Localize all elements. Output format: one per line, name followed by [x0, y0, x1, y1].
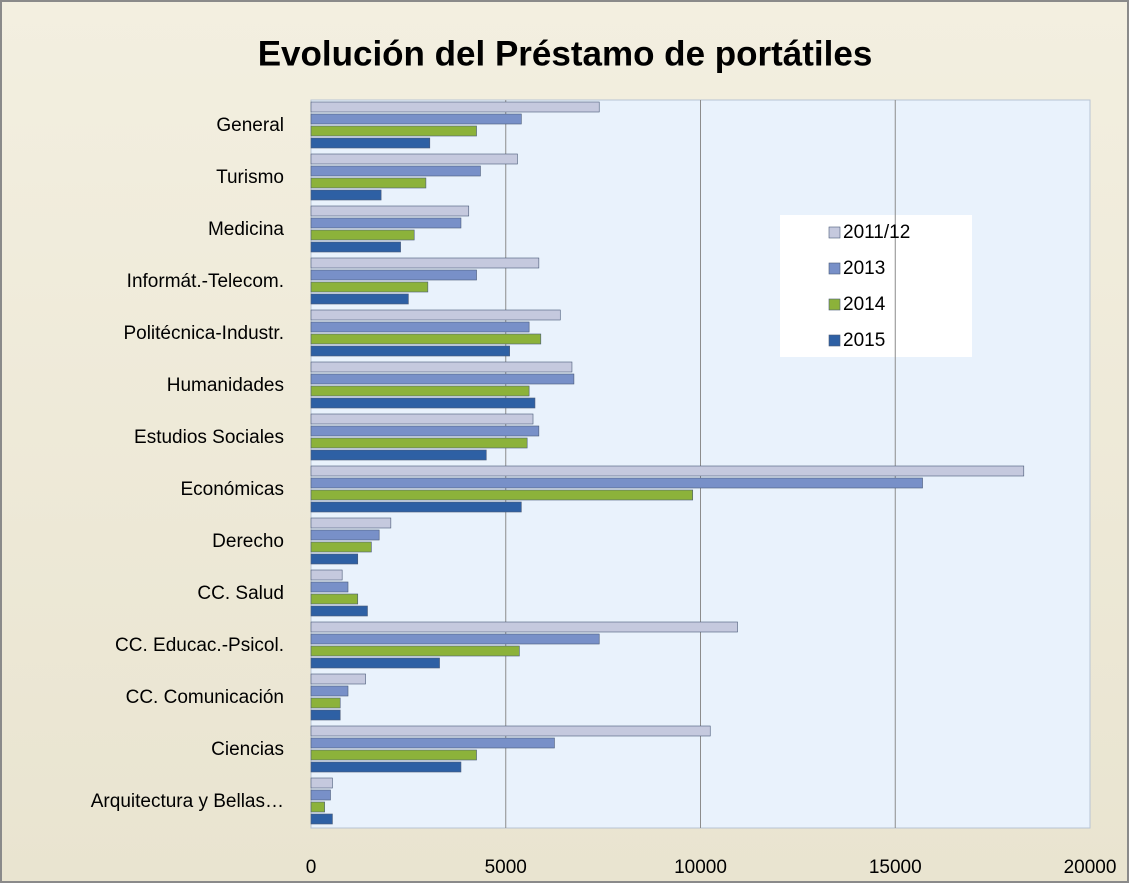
- bar: [310, 397, 536, 409]
- bar: [310, 449, 487, 461]
- bar: [310, 425, 540, 437]
- bar: [310, 269, 477, 281]
- bar: [310, 605, 368, 617]
- x-tick-label: 0: [306, 857, 317, 878]
- bar: [310, 165, 481, 177]
- bar: [310, 321, 530, 333]
- bar: [310, 101, 600, 113]
- bar: [310, 633, 600, 645]
- bar: [310, 293, 409, 305]
- bar: [310, 281, 429, 293]
- bar: [310, 413, 534, 425]
- bar: [310, 789, 331, 801]
- bar: [310, 189, 382, 201]
- bar: [310, 593, 359, 605]
- bar: [310, 725, 711, 737]
- bar: [310, 345, 510, 357]
- bar: [310, 697, 341, 709]
- bar: [310, 749, 477, 761]
- legend-swatch: [828, 226, 841, 239]
- y-tick-label: General: [216, 115, 284, 136]
- legend-label: 2011/12: [843, 222, 910, 243]
- y-tick-label: Derecho: [212, 531, 284, 552]
- bar: [310, 205, 470, 217]
- y-tick-label: Turismo: [216, 167, 284, 188]
- x-tick-label: 15000: [869, 857, 922, 878]
- bar: [310, 761, 462, 773]
- y-tick-label: CC. Educac.-Psicol.: [115, 635, 284, 656]
- bar: [310, 621, 738, 633]
- y-tick-label: Económicas: [181, 479, 285, 500]
- bar: [310, 373, 575, 385]
- bar: [310, 673, 366, 685]
- bar: [310, 465, 1025, 477]
- bar: [310, 777, 333, 789]
- bar: [310, 153, 518, 165]
- bar: [310, 257, 540, 269]
- legend-box: [780, 215, 972, 357]
- bar: [310, 125, 477, 137]
- bar: [310, 437, 528, 449]
- bar: [310, 361, 573, 373]
- legend-swatch: [828, 334, 841, 347]
- bar: [310, 645, 520, 657]
- bar: [310, 685, 349, 697]
- bar: [310, 385, 530, 397]
- bar: [310, 541, 372, 553]
- bar: [310, 113, 522, 125]
- bar: [310, 657, 440, 669]
- bar: [310, 309, 561, 321]
- y-tick-label: Informát.-Telecom.: [127, 271, 284, 292]
- bar: [310, 333, 542, 345]
- bar: [310, 517, 392, 529]
- bar: [310, 489, 694, 501]
- bar: [310, 569, 343, 581]
- y-tick-label: Ciencias: [211, 739, 284, 760]
- bar: [310, 501, 522, 513]
- bar: [310, 477, 923, 489]
- bar: [310, 709, 341, 721]
- y-tick-label: Estudios Sociales: [134, 427, 284, 448]
- y-tick-label: Humanidades: [167, 375, 284, 396]
- bar: [310, 737, 555, 749]
- y-tick-label: CC. Comunicación: [126, 687, 284, 708]
- bar: [310, 529, 380, 541]
- bar: [310, 217, 462, 229]
- bar: [310, 229, 415, 241]
- chart-title: Evolución del Préstamo de portátiles: [258, 34, 873, 73]
- x-tick-label: 5000: [485, 857, 527, 878]
- bar: [310, 177, 427, 189]
- x-tick-label: 10000: [674, 857, 727, 878]
- legend-swatch: [828, 262, 841, 275]
- bar: [310, 241, 401, 253]
- bar: [310, 581, 349, 593]
- y-tick-label: Arquitectura y Bellas…: [91, 791, 284, 812]
- bar: [310, 813, 333, 825]
- y-tick-label: CC. Salud: [197, 583, 284, 604]
- legend-swatch: [828, 298, 841, 311]
- legend-label: 2014: [843, 294, 886, 315]
- bar: [310, 137, 431, 149]
- legend-label: 2015: [843, 330, 885, 351]
- y-tick-label: Medicina: [208, 219, 284, 240]
- bar: [310, 801, 325, 813]
- legend-label: 2013: [843, 258, 885, 279]
- bar: [310, 553, 359, 565]
- y-tick-label: Politécnica-Industr.: [123, 323, 284, 344]
- x-tick-label: 20000: [1064, 857, 1117, 878]
